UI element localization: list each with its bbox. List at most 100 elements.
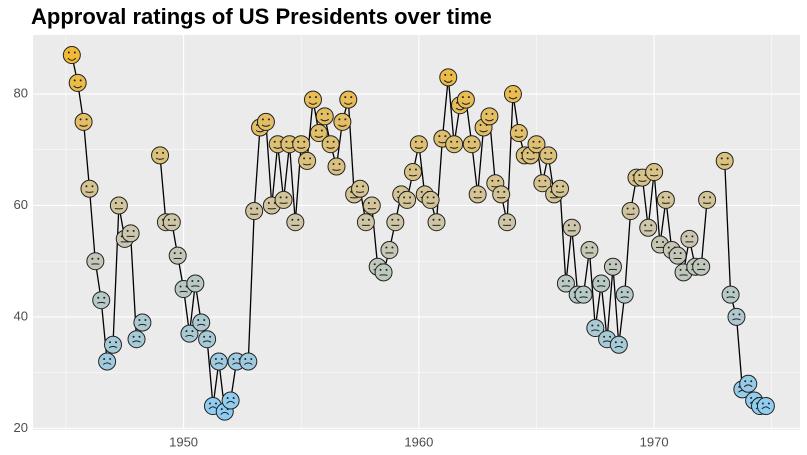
- face: [245, 202, 264, 221]
- face-point: [539, 146, 558, 165]
- face: [398, 190, 417, 209]
- mouth: [102, 362, 112, 365]
- face: [356, 213, 375, 232]
- mouth: [243, 362, 253, 365]
- mouth: [338, 124, 347, 127]
- face: [74, 112, 93, 131]
- eye: [679, 252, 682, 255]
- eye: [620, 291, 623, 294]
- eye: [138, 318, 141, 321]
- mouth: [649, 174, 659, 177]
- face: [321, 135, 340, 154]
- face-point: [121, 224, 140, 243]
- face-point: [86, 252, 105, 271]
- face-point: [386, 213, 405, 232]
- face-point: [127, 330, 146, 349]
- eye: [691, 235, 694, 238]
- eye: [297, 218, 300, 221]
- face: [362, 196, 381, 215]
- eye: [538, 179, 541, 182]
- face-point: [574, 285, 593, 304]
- mouth: [355, 191, 365, 193]
- mouth: [226, 400, 235, 404]
- x-tick-label: 1970: [640, 434, 669, 449]
- face-point: [727, 307, 746, 326]
- eye: [467, 140, 470, 143]
- mouth: [308, 102, 318, 105]
- eye: [297, 140, 300, 143]
- face-point: [162, 213, 181, 232]
- eye: [491, 179, 494, 182]
- eye: [279, 196, 282, 199]
- eye: [461, 96, 464, 99]
- mouth: [196, 323, 206, 326]
- eye: [144, 318, 147, 321]
- eye: [108, 341, 111, 344]
- eye: [114, 201, 117, 204]
- face: [621, 202, 640, 221]
- eye: [585, 246, 588, 249]
- mouth: [320, 118, 330, 122]
- mouth: [479, 130, 488, 133]
- face: [315, 107, 334, 126]
- eye: [509, 218, 512, 221]
- face-point: [739, 374, 758, 393]
- eye: [97, 296, 100, 299]
- face: [333, 112, 352, 131]
- face-point: [527, 135, 546, 154]
- eye: [273, 140, 276, 143]
- eye: [732, 313, 735, 316]
- mouth: [261, 124, 271, 127]
- face: [539, 146, 558, 165]
- eye: [744, 380, 747, 383]
- face: [715, 151, 734, 170]
- eye: [709, 196, 712, 199]
- eye: [162, 151, 165, 154]
- eye: [720, 157, 723, 160]
- face-point: [439, 68, 458, 87]
- face-point: [409, 135, 428, 154]
- eye: [114, 341, 117, 344]
- eye: [697, 263, 700, 266]
- face: [421, 190, 440, 209]
- face: [468, 185, 487, 204]
- mouth: [343, 102, 353, 105]
- face: [603, 257, 622, 276]
- face: [109, 196, 128, 215]
- eye: [85, 185, 88, 188]
- eye: [667, 196, 670, 199]
- face-point: [303, 90, 322, 109]
- face: [386, 213, 405, 232]
- eye: [673, 252, 676, 255]
- face-point: [168, 246, 187, 265]
- eye: [614, 263, 617, 266]
- eye: [308, 96, 311, 99]
- mouth: [155, 157, 165, 160]
- face-point: [715, 151, 734, 170]
- eye: [444, 135, 447, 138]
- face: [151, 146, 170, 165]
- face: [103, 335, 122, 354]
- eye: [420, 190, 423, 193]
- face: [298, 151, 317, 170]
- face-point: [339, 90, 358, 109]
- eye: [632, 207, 635, 210]
- eye: [103, 357, 106, 360]
- mouth: [79, 124, 88, 127]
- mouth: [467, 146, 477, 149]
- eye: [197, 279, 200, 282]
- eye: [332, 140, 335, 143]
- mouth: [555, 191, 565, 193]
- face: [556, 274, 575, 293]
- face-point: [398, 190, 417, 209]
- eye: [650, 168, 653, 171]
- eye: [203, 335, 206, 338]
- eye: [385, 246, 388, 249]
- eye: [538, 140, 541, 143]
- eye: [220, 357, 223, 360]
- face: [427, 213, 446, 232]
- face-point: [151, 146, 170, 165]
- face-point: [198, 330, 217, 349]
- eye: [356, 185, 359, 188]
- eye: [367, 201, 370, 204]
